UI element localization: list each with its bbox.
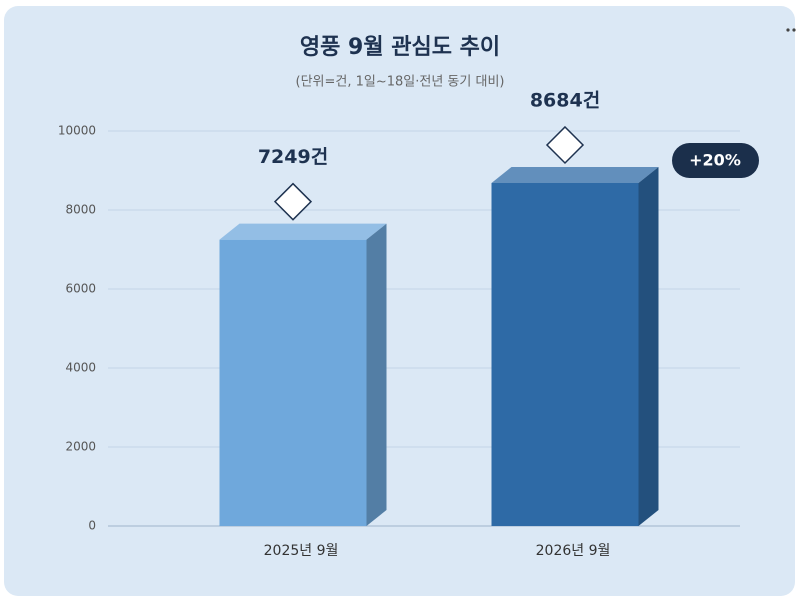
x-tick-label: 2025년 9월 <box>264 543 339 559</box>
value-label: 7249건 <box>258 146 328 168</box>
bar-front <box>219 239 367 527</box>
bar-side <box>638 166 659 526</box>
bar <box>219 223 387 527</box>
x-tick-label: 2026년 9월 <box>536 543 611 559</box>
y-tick-label: 8000 <box>65 203 96 217</box>
chart-title: 영풍 9월 관심도 추이 <box>300 35 500 60</box>
annotation: +20% <box>689 151 741 170</box>
chart-subtitle: (단위=건, 1일~18일·전년 동기 대비) <box>296 75 505 90</box>
y-tick-label: 0 <box>88 519 96 533</box>
bar-front <box>491 182 639 526</box>
marker-diamond <box>273 182 313 221</box>
bar-top <box>491 166 659 183</box>
marker-diamond <box>545 125 585 165</box>
bar-top <box>219 223 387 240</box>
y-tick-label: 4000 <box>65 361 96 375</box>
card-background <box>4 6 795 596</box>
y-tick-label: 2000 <box>65 440 96 454</box>
bar-side <box>366 223 387 527</box>
bar <box>491 166 659 526</box>
y-tick-label: 6000 <box>65 282 96 296</box>
more-menu[interactable] <box>786 28 796 32</box>
y-tick-label: 10000 <box>58 124 96 138</box>
annotation-badge <box>672 143 759 178</box>
value-label: 8684건 <box>530 89 600 111</box>
